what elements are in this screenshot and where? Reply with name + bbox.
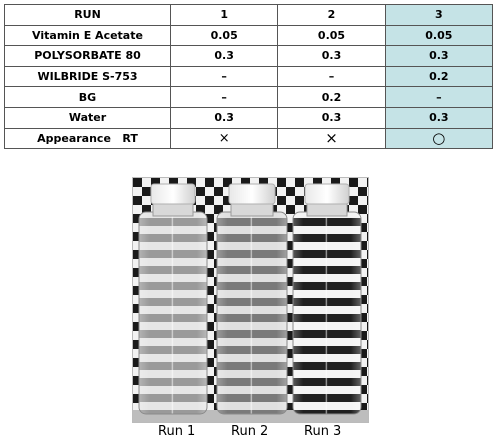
table-row-bg: BG – 0.2 – <box>4 86 494 108</box>
row-label: WILBRIDE S-753 <box>4 65 171 88</box>
cell-run-3: – <box>384 86 494 108</box>
cell-run-1: – <box>169 65 279 88</box>
formulation-table: RUN 1 2 3 Vitamin E Acetate 0.05 0.05 0.… <box>4 4 494 150</box>
cell-run-2: 0.2 <box>277 86 386 108</box>
caption-run-1: Run 1 <box>158 424 196 439</box>
cell-run-2: 0.05 <box>277 24 386 47</box>
table-row-wilbride-s-753: WILBRIDE S-753 – – 0.2 <box>4 65 494 88</box>
bottles-photo <box>132 177 369 423</box>
bottle-cap <box>150 183 196 205</box>
cell-run-1: 0.3 <box>169 45 279 67</box>
cell-run-1: 0.3 <box>169 106 279 129</box>
cell-run-1: – <box>169 86 279 108</box>
cell-run-2: 0.3 <box>277 45 386 67</box>
bottle-2 <box>216 183 288 415</box>
table-row-appearance-rt: Appearance RT × × ○ <box>4 127 494 150</box>
bottle-3 <box>292 183 362 415</box>
header-run-3: 3 <box>384 4 494 26</box>
cell-run-1: 0.05 <box>169 24 279 47</box>
cell-run-3: 0.3 <box>384 106 494 129</box>
table-header-row: RUN 1 2 3 <box>4 4 494 26</box>
table-row-polysorbate-80: POLYSORBATE 80 0.3 0.3 0.3 <box>4 45 494 67</box>
table-row-vitamin-e-acetate: Vitamin E Acetate 0.05 0.05 0.05 <box>4 24 494 47</box>
caption-run-2: Run 2 <box>231 424 269 439</box>
row-label: BG <box>4 86 171 108</box>
bottles-group <box>138 183 362 415</box>
row-label: POLYSORBATE 80 <box>4 45 171 67</box>
cell-run-1: × <box>169 127 279 150</box>
cell-run-3: 0.2 <box>384 65 494 88</box>
bottles-photo-drawing <box>133 178 368 422</box>
cell-run-2: – <box>277 65 386 88</box>
cell-run-3: 0.05 <box>384 24 494 47</box>
row-label: Vitamin E Acetate <box>4 24 171 47</box>
bottle-1 <box>138 183 208 415</box>
bottle-cap <box>228 183 276 205</box>
cell-run-2: 0.3 <box>277 106 386 129</box>
caption-run-3: Run 3 <box>304 424 342 439</box>
bottle-cap <box>304 183 350 205</box>
cell-run-2: × <box>277 127 386 150</box>
header-run-2: 2 <box>277 4 386 26</box>
header-run-1: 1 <box>169 4 279 26</box>
row-label: Water <box>4 106 171 129</box>
cell-run-3: 0.3 <box>384 45 494 67</box>
header-run: RUN <box>4 4 171 26</box>
cell-run-3: ○ <box>384 127 494 150</box>
table-row-water: Water 0.3 0.3 0.3 <box>4 106 494 129</box>
row-label: Appearance RT <box>4 127 171 150</box>
